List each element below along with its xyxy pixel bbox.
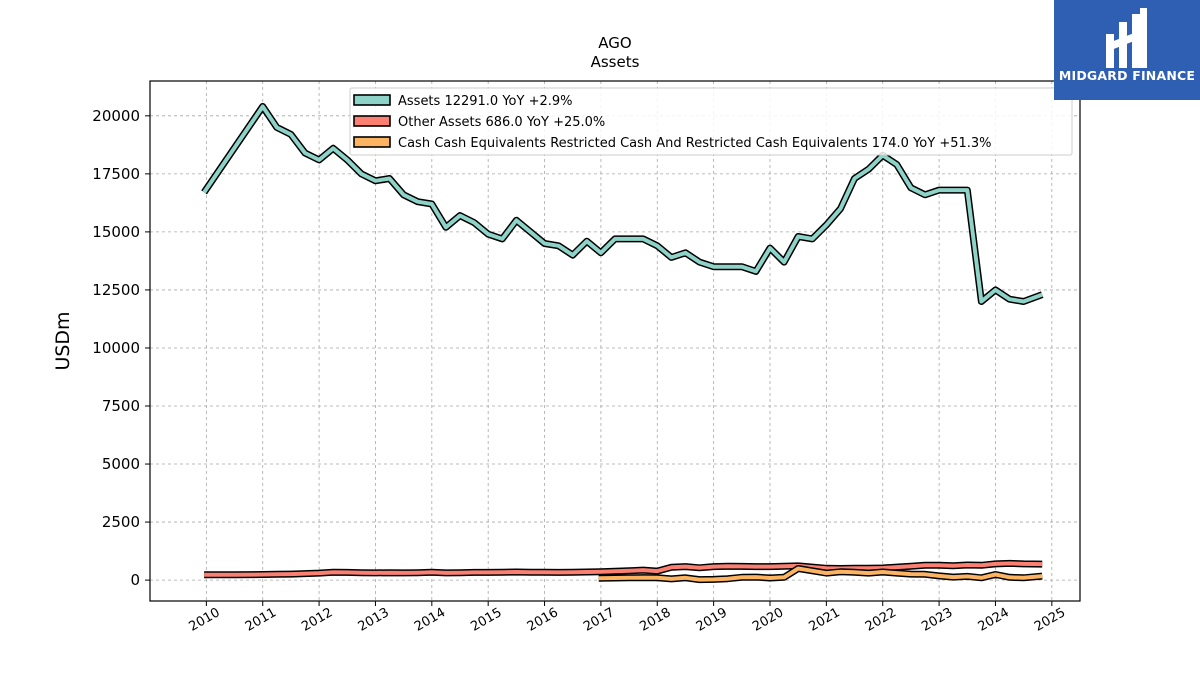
y-axis-label: USDm: [52, 311, 74, 370]
legend-swatch: [353, 115, 391, 127]
x-tick-label: 2025: [1032, 605, 1068, 635]
x-tick-label: 2020: [750, 605, 786, 635]
x-tick-label: 2011: [243, 605, 279, 635]
x-tick-label: 2016: [525, 605, 561, 635]
y-tick-label: 12500: [92, 281, 140, 299]
series-line: [202, 104, 1043, 304]
x-tick-label: 2014: [412, 605, 448, 635]
x-tick-label: 2017: [581, 605, 617, 635]
y-tick-label: 17500: [92, 165, 140, 183]
legend-swatch: [353, 136, 391, 148]
x-tick-label: 2021: [807, 605, 843, 635]
chart-subtitle: Assets: [591, 53, 640, 71]
brand-logo: MIDGARD FINANCE: [1054, 0, 1200, 100]
y-tick-label: 0: [130, 571, 140, 589]
chart-title: AGO: [598, 34, 631, 52]
y-tick-label: 10000: [92, 339, 140, 357]
y-tick-label: 20000: [92, 107, 140, 125]
y-tick-label: 2500: [102, 513, 140, 531]
x-tick-label: 2022: [863, 605, 899, 635]
x-tick-label: 2018: [637, 605, 673, 635]
series-1: [204, 559, 1043, 579]
legend-entry: Assets 12291.0 YoY +2.9%: [398, 94, 573, 109]
legend[interactable]: Assets 12291.0 YoY +2.9% Other Assets 686…: [349, 87, 1073, 156]
plot-frame: [149, 80, 1081, 602]
x-tick-label: 2023: [919, 605, 955, 635]
x-tick-label: 2015: [468, 605, 504, 635]
series-2: [598, 565, 1043, 584]
x-tick-label: 2019: [694, 605, 730, 635]
x-axis-ticks: 2010 2011 2012 2013 2014 2015 2016 2017 2018 2019…: [187, 601, 1068, 635]
midgard-logo-icon: [1106, 8, 1147, 68]
series-lines: [201, 103, 1044, 584]
series-line: [598, 566, 1043, 582]
y-tick-label: 7500: [102, 397, 140, 415]
y-axis-ticks: 0 2500 5000 7500 10000 12500 15000 17500 20000: [92, 107, 150, 589]
x-tick-label: 2012: [299, 605, 335, 635]
y-tick-label: 5000: [102, 455, 140, 473]
x-tick-label: 2024: [976, 605, 1012, 635]
legend-entry: Cash Cash Equivalents Restricted Cash An…: [398, 136, 992, 151]
legend-box: [349, 87, 1073, 156]
series-0: [201, 103, 1044, 305]
grid-lines: [150, 81, 1080, 601]
series-line: [204, 561, 1043, 577]
y-tick-label: 15000: [92, 223, 140, 241]
x-tick-label: 2013: [356, 605, 392, 635]
x-tick-label: 2010: [187, 605, 223, 635]
legend-swatch: [353, 94, 391, 106]
legend-entry: Other Assets 686.0 YoY +25.0%: [398, 115, 605, 130]
brand-name: MIDGARD FINANCE: [1058, 68, 1196, 83]
